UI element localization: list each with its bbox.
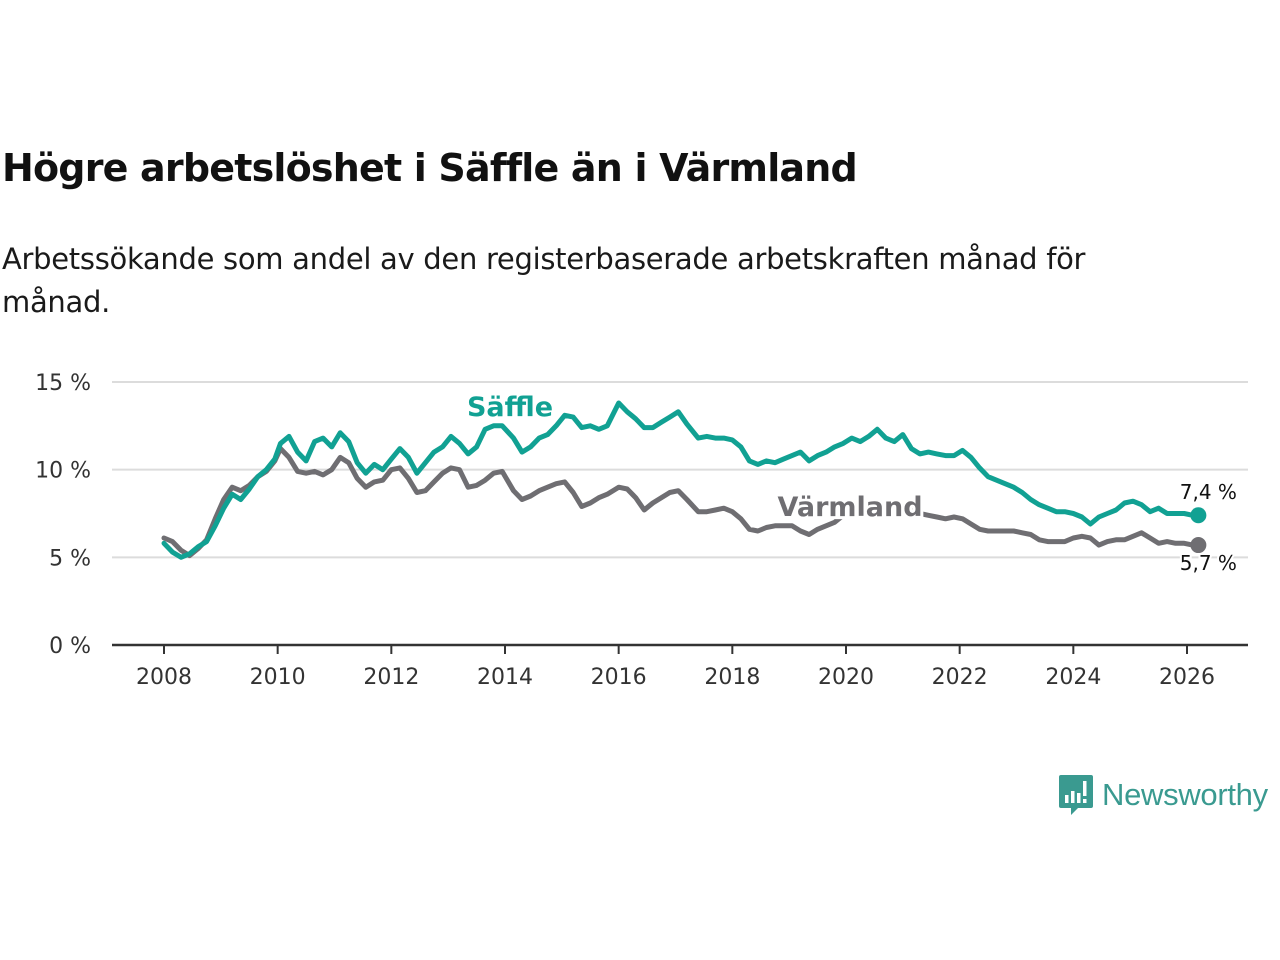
x-tick-label: 2008 — [136, 665, 192, 690]
x-tick-label: 2020 — [818, 665, 874, 690]
x-tick-label: 2018 — [704, 665, 760, 690]
brand-name: Newsworthy — [1102, 777, 1268, 812]
x-tick-label: 2010 — [250, 665, 306, 690]
y-axis: 0 % 5 % 10 % 15 % — [35, 371, 91, 659]
series-line-säffle — [161, 400, 1196, 560]
x-tick-label: 2014 — [477, 665, 533, 690]
x-axis: 2008 2010 2012 2014 2016 2018 2020 2022 2024 2026 — [112, 643, 1248, 690]
y-tick-label: 15 % — [35, 371, 91, 396]
y-tick-label: 0 % — [49, 634, 91, 659]
end-value-label-varmland: 5,7 % — [1180, 551, 1237, 575]
x-tick-label: 2016 — [591, 665, 647, 690]
series-label-varmland: Värmland — [777, 492, 922, 523]
end-value-label-saffle: 7,4 % — [1180, 480, 1237, 504]
x-tick-label: 2022 — [932, 665, 988, 690]
end-point-värmland — [1190, 537, 1207, 554]
series-lines — [161, 400, 1207, 560]
series-line-värmland — [161, 446, 1201, 559]
x-tick-label: 2012 — [363, 665, 419, 690]
end-point-säffle — [1190, 507, 1207, 524]
chart-subtitle: Arbetssökande som andel av den registerb… — [2, 242, 1086, 319]
newsworthy-logo: Newsworthy — [1058, 773, 1268, 817]
series-label-saffle: Säffle — [467, 392, 553, 423]
x-tick-label: 2026 — [1159, 665, 1215, 690]
gridlines — [112, 381, 1248, 559]
x-tick-label: 2024 — [1045, 665, 1101, 690]
line-chart: 0 %5 %10 %15 % 2008 2010 2012 2014 2016 2018 2… — [35, 371, 1248, 690]
chart-title: Högre arbetslöshet i Säffle än i Värmlan… — [2, 146, 858, 190]
series-labels: Säffle Värmland 7,4 % 5,7 % — [464, 389, 1239, 577]
y-tick-label: 5 % — [49, 546, 91, 571]
bar-chart-speech-bubble-icon — [1059, 775, 1093, 815]
y-tick-label: 10 % — [35, 459, 91, 484]
